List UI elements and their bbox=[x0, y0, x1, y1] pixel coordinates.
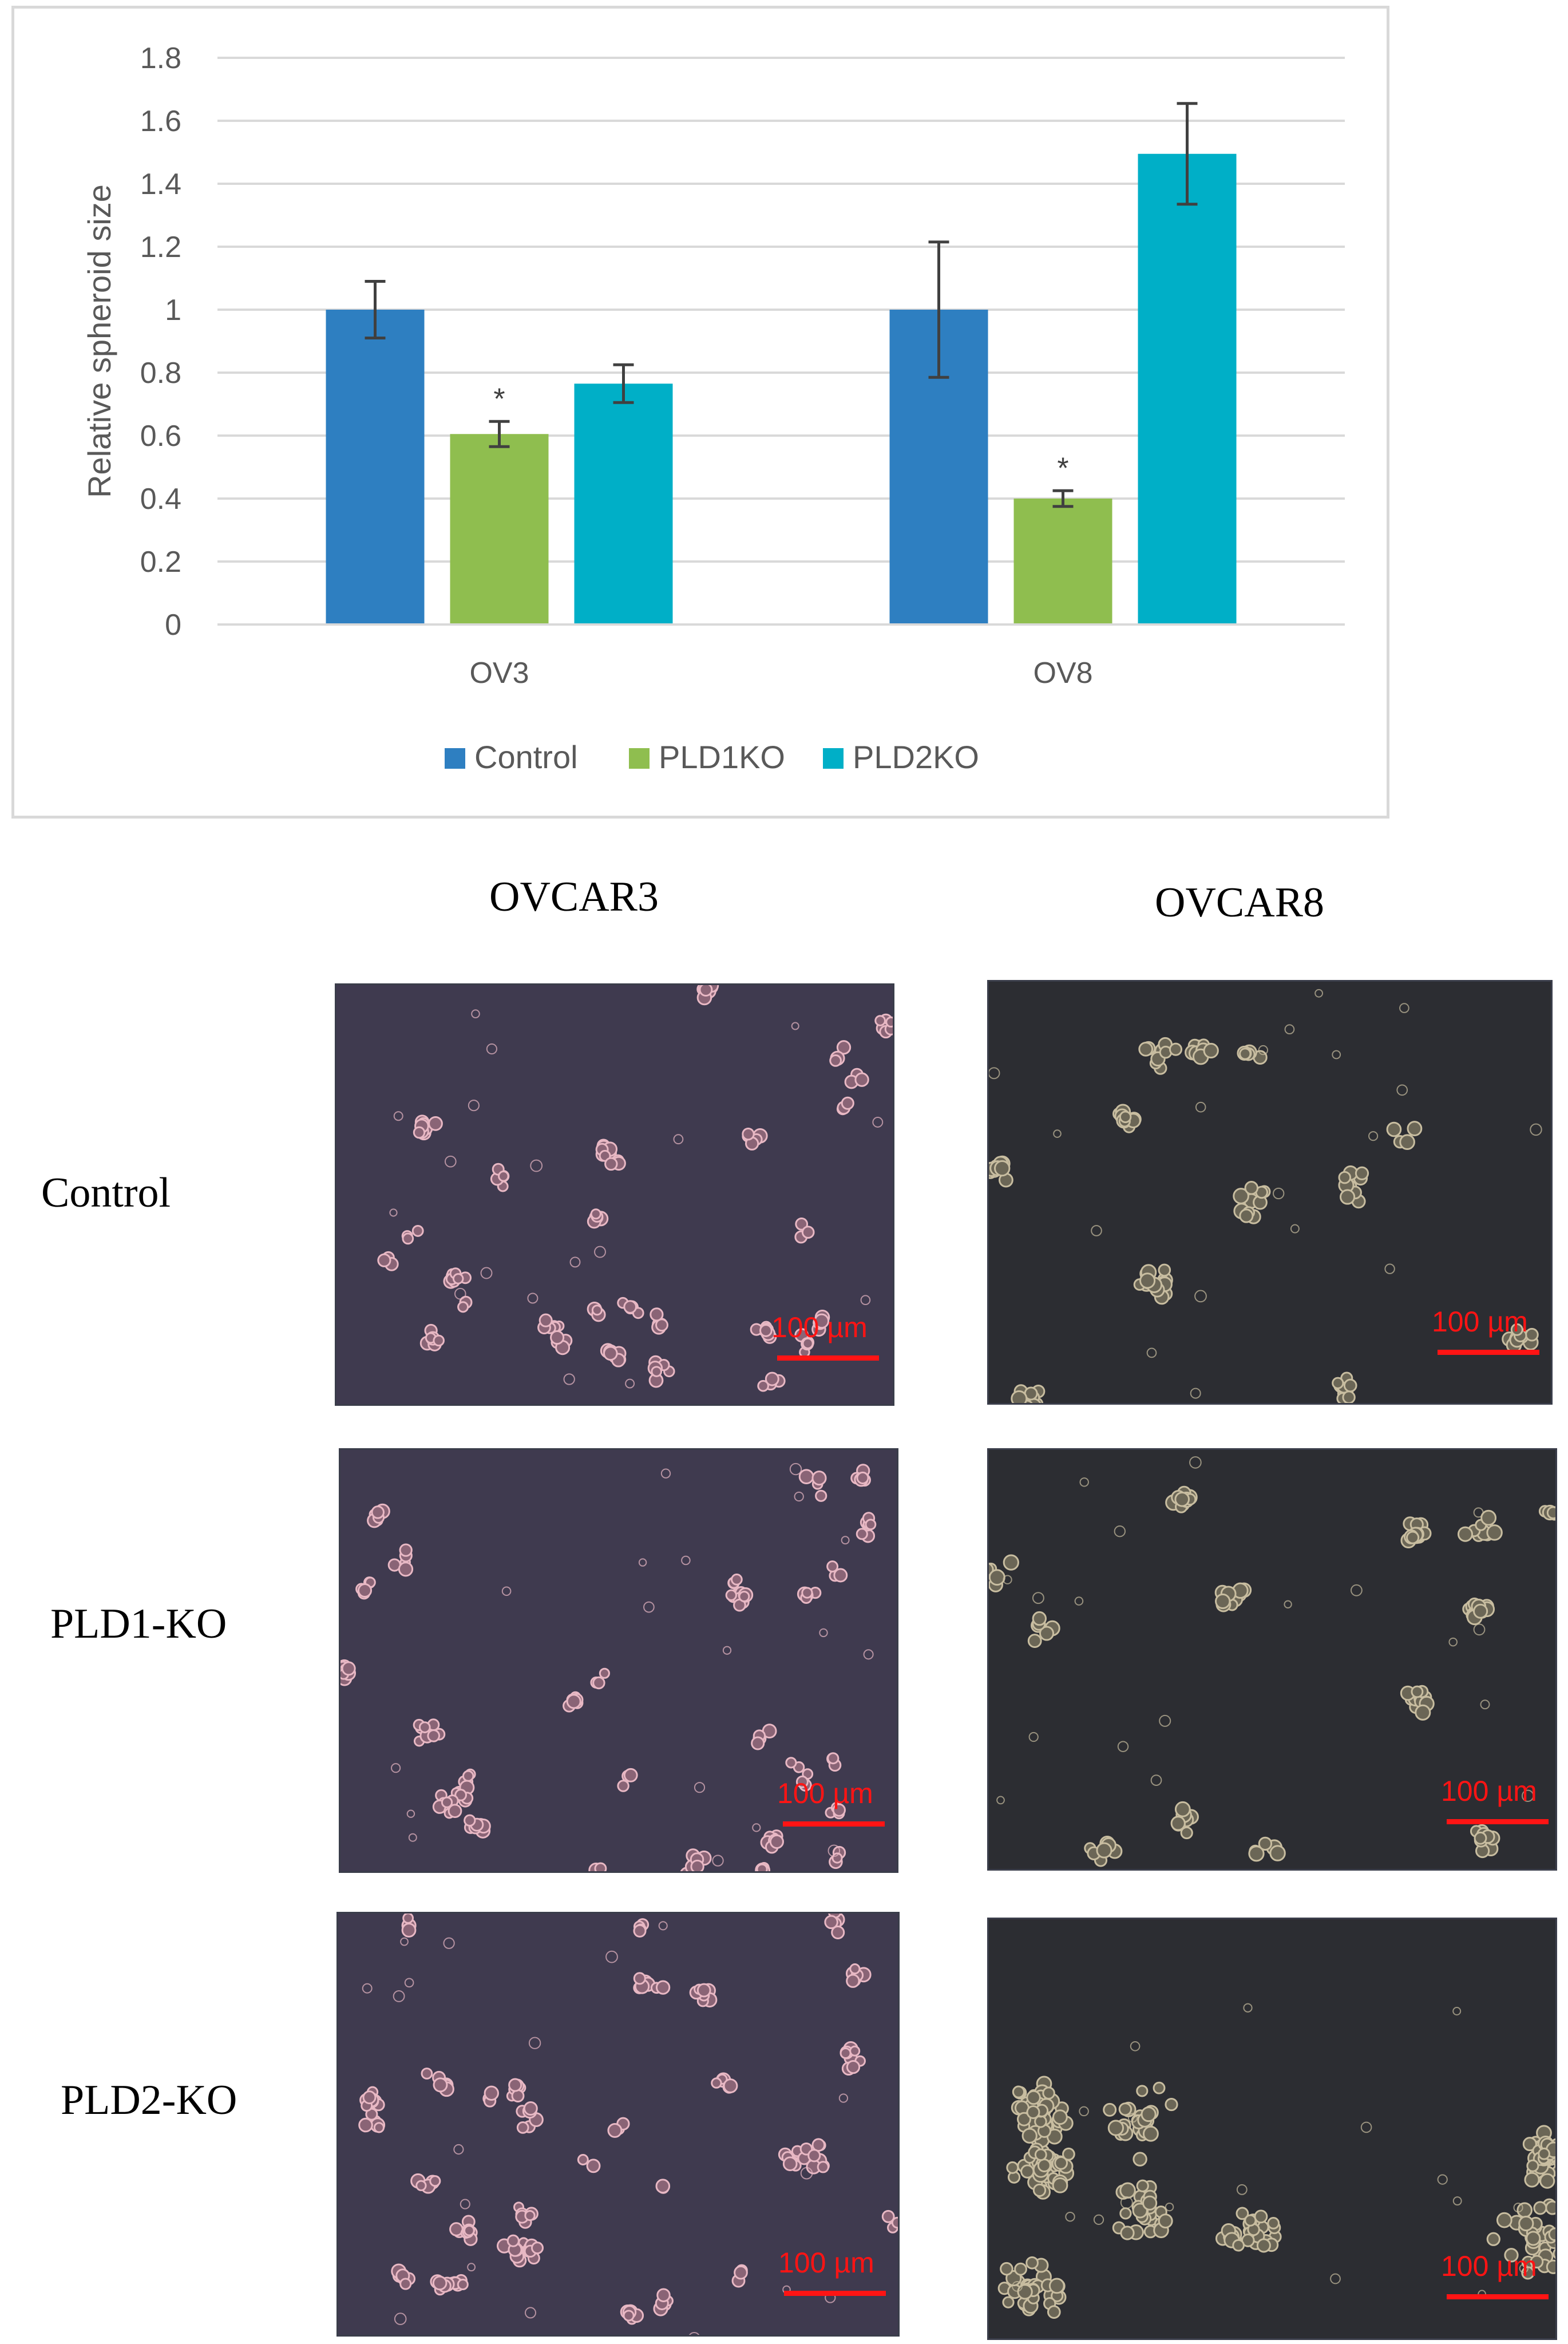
x-category-label: OV8 bbox=[1033, 657, 1092, 690]
scale-bar-label: 100 µm bbox=[777, 1777, 873, 1809]
scale-bar bbox=[784, 2291, 886, 2296]
scale-bar-label: 100 µm bbox=[771, 1311, 868, 1343]
legend-swatch-control bbox=[445, 748, 465, 769]
scale-bar bbox=[1447, 2294, 1549, 2299]
y-tick-label: 1.8 bbox=[140, 42, 181, 75]
legend-swatch-pld1ko bbox=[629, 748, 650, 769]
y-tick-label: 1.4 bbox=[140, 168, 181, 201]
scale-bar bbox=[777, 1355, 879, 1361]
scale-bar-label: 100 µm bbox=[778, 2247, 874, 2279]
scale-bar-label: 100 µm bbox=[1441, 1775, 1537, 1807]
y-tick-label: 1.2 bbox=[140, 231, 181, 264]
row-label-pld2-ko: PLD2-KO bbox=[61, 2077, 237, 2124]
bar-pld2ko-ov3 bbox=[574, 384, 673, 624]
row-label-pld1-ko: PLD1-KO bbox=[50, 1600, 227, 1647]
micrograph-ovcar3-pld2-ko bbox=[336, 1912, 900, 2337]
bar-chart: 0 0.2 0.4 0.6 0.8 1 1.2 1.4 1.6 1.8 Relative spher… bbox=[81, 42, 1345, 775]
legend-swatch-pld2ko bbox=[823, 748, 844, 769]
micrograph-ovcar3-control bbox=[335, 983, 894, 1406]
spheroid-image bbox=[989, 989, 1542, 1403]
scale-bar bbox=[1438, 1350, 1539, 1355]
legend-label-control: Control bbox=[474, 739, 578, 775]
y-tick-label: 1 bbox=[165, 294, 181, 327]
scale-bar-label: 100 µm bbox=[1432, 1306, 1528, 1338]
spheroid-image bbox=[997, 2003, 1555, 2319]
row-label-control: Control bbox=[41, 1169, 171, 1216]
spheroid-image bbox=[989, 1456, 1555, 1867]
y-tick-label: 1.6 bbox=[140, 105, 181, 138]
micrograph-ovcar3-pld1-ko bbox=[339, 1448, 898, 1873]
bar-control-ov3 bbox=[326, 310, 425, 624]
bar-pld2ko-ov8 bbox=[1138, 153, 1237, 624]
spheroid-image bbox=[340, 1462, 877, 1871]
bar-pld1ko-ov8 bbox=[1013, 499, 1112, 624]
scale-bar bbox=[783, 1821, 885, 1827]
legend-label-pld2ko: PLD2KO bbox=[853, 739, 979, 775]
spheroid-image bbox=[377, 985, 893, 1392]
y-axis-label: Relative spheroid size bbox=[81, 184, 117, 498]
significance-marker: * bbox=[493, 382, 505, 416]
column-title-ovcar8: OVCAR8 bbox=[1155, 879, 1325, 926]
column-title-ovcar3: OVCAR3 bbox=[489, 873, 659, 920]
y-tick-label: 0.2 bbox=[140, 546, 181, 579]
scale-bar-label: 100 µm bbox=[1441, 2250, 1537, 2282]
legend-label-pld1ko: PLD1KO bbox=[659, 739, 785, 775]
y-tick-label: 0.8 bbox=[140, 357, 181, 390]
y-tick-label: 0 bbox=[165, 608, 181, 642]
x-category-label: OV3 bbox=[469, 657, 529, 690]
significance-marker: * bbox=[1057, 452, 1068, 485]
micrograph-ovcar8-control bbox=[987, 980, 1553, 1405]
micrograph-ovcar8-pld1-ko bbox=[987, 1448, 1557, 1871]
y-tick-label: 0.6 bbox=[140, 420, 181, 453]
bar-pld1ko-ov3 bbox=[450, 434, 549, 624]
chart-panel: 0 0.2 0.4 0.6 0.8 1 1.2 1.4 1.6 1.8 Relative spher… bbox=[11, 6, 1389, 819]
spheroid-image bbox=[358, 1914, 898, 2335]
y-tick-label: 0.4 bbox=[140, 483, 181, 516]
scale-bar bbox=[1447, 1819, 1549, 1824]
micrograph-ovcar8-pld2-ko bbox=[987, 1918, 1557, 2340]
